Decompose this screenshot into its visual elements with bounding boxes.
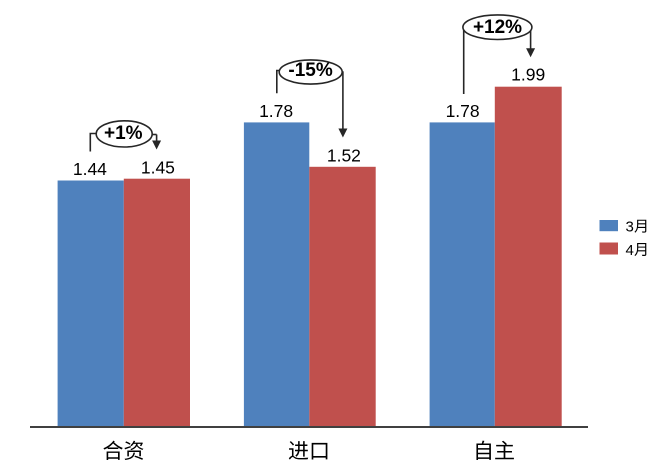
svg-text:1.44: 1.44 [73, 159, 107, 179]
svg-text:3: 3 [626, 219, 634, 236]
svg-text:+1%: +1% [104, 123, 143, 144]
svg-text:1.78: 1.78 [446, 101, 480, 121]
svg-text:-15%: -15% [288, 60, 332, 81]
svg-text:1.78: 1.78 [259, 101, 293, 121]
svg-text:1.45: 1.45 [141, 157, 175, 177]
svg-text:1.52: 1.52 [327, 145, 361, 165]
svg-text:1.99: 1.99 [511, 64, 545, 84]
svg-text:+12%: +12% [473, 17, 522, 38]
svg-text:4: 4 [626, 242, 634, 259]
